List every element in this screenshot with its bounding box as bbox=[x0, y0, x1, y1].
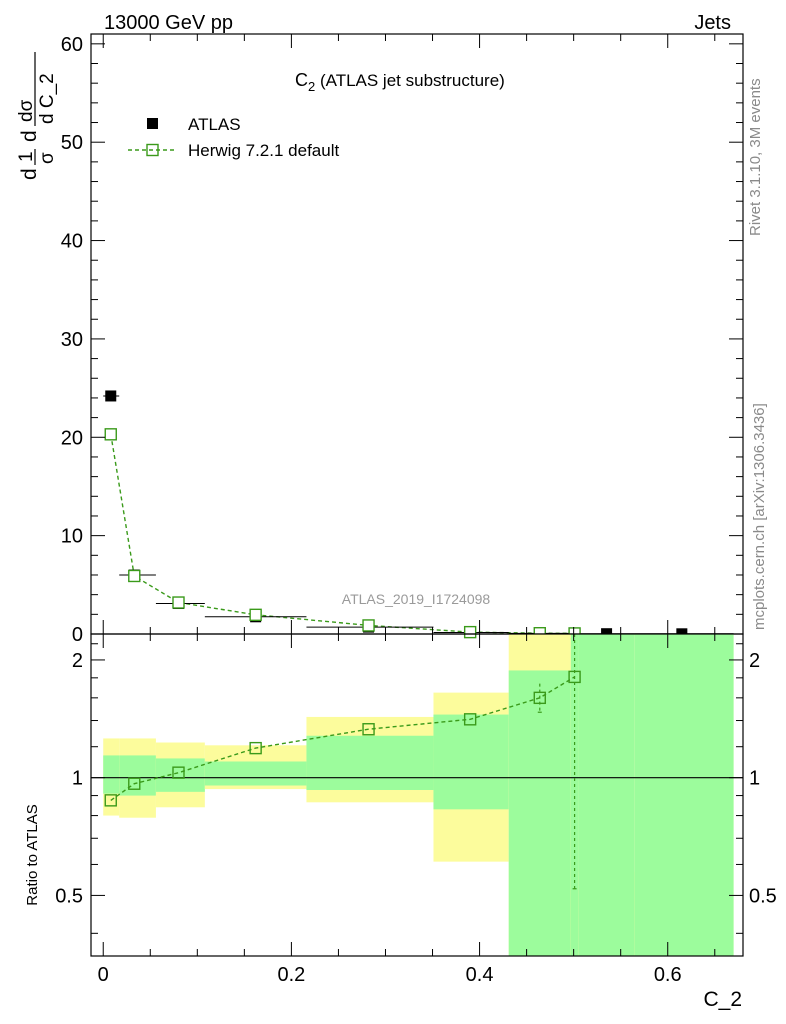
mcplots-label: mcplots.cern.ch [arXiv:1306.3436] bbox=[751, 403, 768, 630]
ratio-frame bbox=[90, 633, 744, 957]
plot-title: C2 (ATLAS jet substructure) bbox=[295, 70, 505, 94]
main-axes: 0 10 20 30 40 50 60 bbox=[61, 33, 744, 646]
x-tick-label-2: 0.4 bbox=[466, 964, 494, 986]
atlas-point-0 bbox=[105, 390, 117, 402]
header-right: Jets bbox=[694, 12, 731, 34]
ylabel-frac2-den: d C_2 bbox=[37, 73, 58, 124]
band-inner-3 bbox=[204, 761, 307, 786]
x-tick-label-3: 0.6 bbox=[654, 964, 682, 986]
analysis-id: ATLAS_2019_I1724098 bbox=[342, 591, 491, 607]
rivet-label: Rivet 3.1.10, 3M events bbox=[747, 78, 764, 236]
herwig-point-3 bbox=[249, 608, 262, 622]
legend-label-herwig: Herwig 7.2.1 default bbox=[188, 141, 339, 160]
herwig-point-0 bbox=[104, 428, 117, 441]
ratio-herwig-point-1 bbox=[128, 777, 141, 790]
ylabel-frac1-den: σ bbox=[37, 152, 58, 164]
ratio-bands bbox=[103, 634, 734, 956]
band-inner-9 bbox=[634, 634, 734, 956]
ratio-herwig-point-5 bbox=[463, 713, 477, 726]
ratio-y-axis-label: Ratio to ATLAS bbox=[24, 804, 41, 905]
ratio-ytick-label-0: 0.5 bbox=[55, 885, 83, 907]
band-inner-4 bbox=[306, 735, 434, 791]
x-tick-label-0: 0 bbox=[98, 964, 109, 986]
ylabel-frac1-num: 1 bbox=[16, 151, 37, 162]
ratio-herwig-line bbox=[110, 676, 575, 801]
plot-title-sub: 2 bbox=[308, 79, 315, 94]
ylabel-d2: d bbox=[18, 130, 41, 142]
ratio-herwig-point-7 bbox=[568, 670, 581, 684]
ratio-herwig-point-0 bbox=[104, 794, 117, 807]
ratio-herwig-point-4 bbox=[362, 723, 375, 736]
main-ytick-label-1: 10 bbox=[61, 526, 83, 548]
ratio-ytick-label-right-2: 2 bbox=[749, 650, 760, 672]
ratio-herwig-point-2 bbox=[172, 766, 185, 779]
ylabel-frac2-num: dσ bbox=[16, 99, 37, 122]
ratio-herwig-point-6 bbox=[533, 691, 546, 705]
band-inner-2 bbox=[155, 758, 205, 792]
ratio-axes: 0.5 0.5 1 1 2 2 0 0.2 0.4 0.6 bbox=[55, 633, 777, 986]
main-ytick-label-3: 30 bbox=[61, 329, 83, 351]
main-ytick-label-4: 40 bbox=[61, 231, 83, 253]
main-ytick-label-5: 50 bbox=[61, 132, 83, 154]
ratio-ytick-label-2: 2 bbox=[72, 650, 83, 672]
main-ytick-label-2: 20 bbox=[61, 427, 83, 449]
legend-marker-herwig bbox=[146, 143, 159, 157]
band-inner-7 bbox=[570, 634, 579, 956]
main-y-axis-label: d 1 σ d dσ d C_2 bbox=[16, 52, 58, 180]
herwig-point-2 bbox=[172, 596, 185, 609]
band-inner-6 bbox=[508, 670, 571, 956]
ratio-ytick-label-right-1: 1 bbox=[749, 768, 760, 790]
band-inner-0 bbox=[103, 755, 120, 794]
x-axis-label: C_2 bbox=[703, 988, 742, 1011]
band-inner-5 bbox=[433, 714, 509, 810]
ylabel-d: d bbox=[18, 168, 41, 180]
legend-label-atlas: ATLAS bbox=[188, 115, 241, 134]
ratio-ytick-label-right-0: 0.5 bbox=[749, 885, 777, 907]
herwig-point-1 bbox=[128, 569, 141, 583]
x-tick-label-1: 0.2 bbox=[277, 964, 305, 986]
plot-title-rest: (ATLAS jet substructure) bbox=[315, 71, 505, 90]
legend: ATLAS Herwig 7.2.1 default bbox=[128, 115, 339, 160]
ratio-ytick-label-1: 1 bbox=[72, 768, 83, 790]
ratio-data-layer bbox=[91, 634, 743, 890]
header-left: 13000 GeV pp bbox=[104, 12, 233, 34]
plot-title-main: C bbox=[295, 70, 308, 90]
main-ytick-label-0: 0 bbox=[72, 624, 83, 646]
herwig-point-4 bbox=[362, 619, 375, 632]
main-ytick-label-6: 60 bbox=[61, 34, 83, 56]
legend-marker-atlas bbox=[147, 118, 158, 129]
band-inner-8 bbox=[578, 634, 635, 956]
ratio-herwig-point-3 bbox=[249, 741, 262, 755]
herwig-point-5 bbox=[463, 625, 477, 639]
